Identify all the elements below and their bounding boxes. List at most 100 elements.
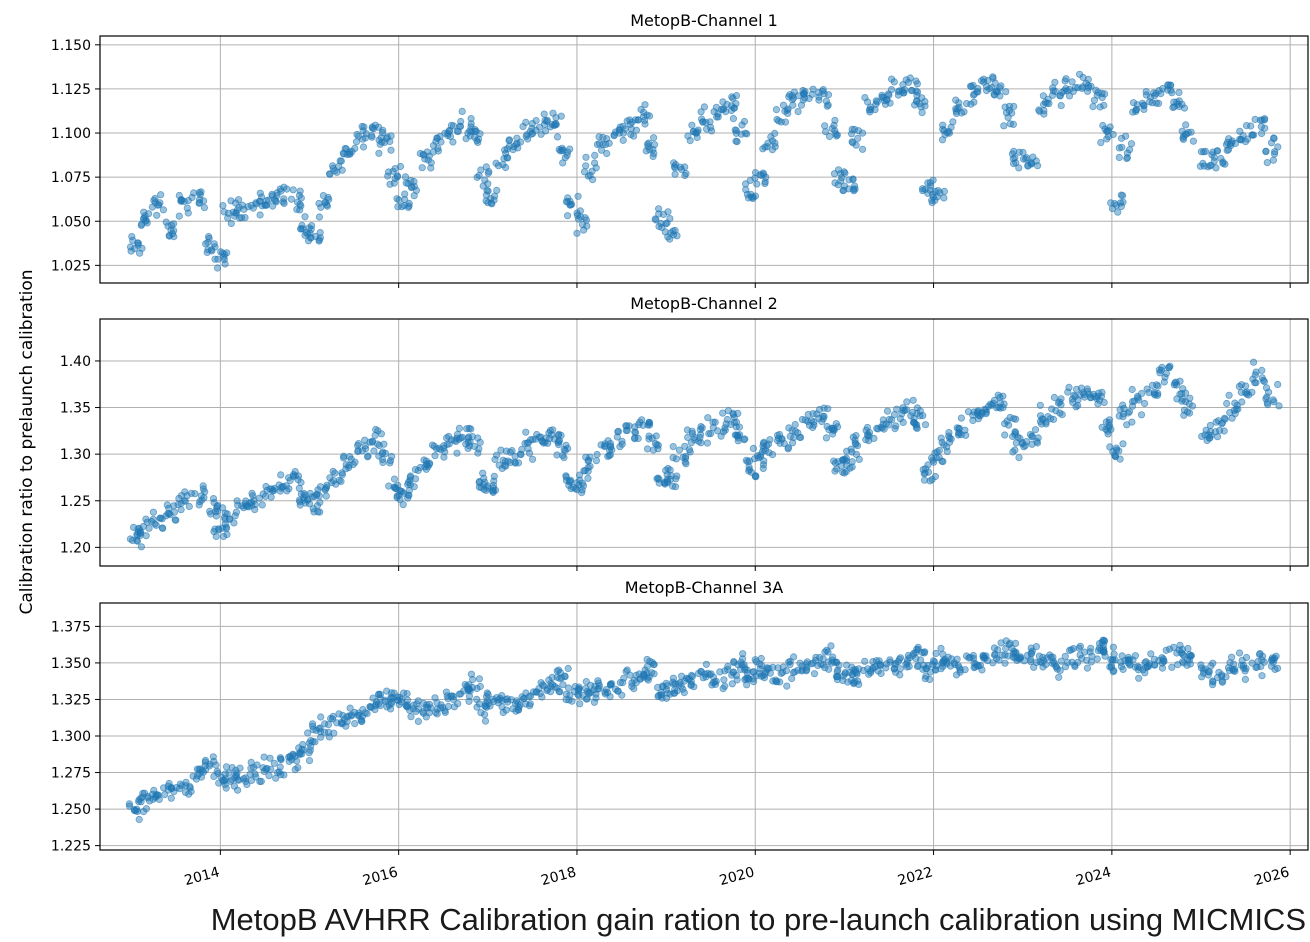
data-point [558, 146, 566, 155]
data-point [605, 139, 613, 147]
data-point [671, 226, 679, 235]
data-point [316, 508, 324, 516]
data-point [1270, 134, 1278, 142]
y-tick-label: 1.100 [51, 126, 91, 142]
data-point [1167, 81, 1175, 89]
data-point [490, 472, 498, 480]
y-tick-label: 1.350 [51, 656, 91, 672]
data-point [422, 713, 430, 721]
data-point [1049, 415, 1058, 423]
y-tick-label: 1.325 [51, 692, 91, 708]
data-point [597, 146, 606, 154]
data-point [505, 136, 513, 144]
data-point [200, 204, 208, 212]
data-point [586, 171, 594, 179]
data-point [1107, 199, 1115, 207]
data-point [1254, 657, 1262, 666]
data-point [374, 700, 383, 708]
data-point [729, 94, 737, 102]
data-point [643, 445, 652, 453]
data-point [566, 145, 574, 153]
data-point [329, 476, 338, 485]
data-point [1249, 131, 1257, 139]
data-point [1084, 87, 1092, 95]
data-point [671, 164, 679, 172]
data-point [467, 425, 475, 433]
data-point [822, 434, 831, 442]
data-point [487, 195, 495, 203]
data-point [457, 434, 465, 442]
data-point [649, 660, 658, 669]
data-point [1043, 654, 1051, 662]
data-point [1235, 649, 1244, 657]
data-point [615, 129, 624, 137]
data-point [219, 504, 227, 512]
data-point [610, 131, 618, 139]
data-point [728, 680, 736, 688]
data-point [999, 392, 1007, 400]
data-point [505, 142, 514, 150]
data-point [1033, 437, 1041, 445]
data-point [1021, 441, 1029, 450]
data-point [784, 445, 792, 453]
data-point [479, 469, 487, 477]
data-point [368, 133, 376, 141]
data-point [1231, 410, 1239, 418]
data-point [1161, 373, 1169, 381]
data-point [560, 453, 568, 462]
data-point [582, 162, 590, 170]
data-point [392, 484, 400, 492]
data-point [861, 94, 869, 102]
data-point [526, 692, 535, 700]
data-point [512, 707, 520, 715]
data-point [584, 467, 592, 475]
data-point [297, 225, 305, 233]
data-point [151, 199, 159, 207]
data-point [559, 159, 567, 167]
data-point [1251, 115, 1259, 124]
data-point [250, 496, 258, 505]
data-point [819, 86, 827, 94]
data-point [855, 680, 863, 689]
data-point [842, 467, 850, 476]
data-point [1196, 162, 1205, 170]
data-point [825, 132, 834, 141]
data-point [134, 239, 142, 247]
data-point [912, 423, 920, 432]
data-point [618, 691, 626, 699]
data-point [500, 155, 508, 163]
data-point [1240, 664, 1248, 672]
data-point [558, 144, 566, 152]
data-point [967, 83, 976, 91]
data-point [778, 668, 787, 677]
data-point [470, 442, 479, 451]
data-point [221, 770, 229, 778]
data-point [490, 192, 499, 200]
data-point [349, 460, 357, 469]
data-point [1010, 102, 1018, 111]
data-point [149, 508, 157, 516]
data-point [1075, 644, 1083, 652]
data-point [410, 483, 418, 491]
data-point [518, 445, 526, 453]
data-point [557, 112, 565, 120]
data-point [1158, 664, 1167, 672]
data-point [992, 654, 1001, 663]
data-point [1184, 128, 1192, 137]
data-point [273, 191, 281, 200]
data-point [347, 711, 356, 719]
data-point [871, 106, 879, 114]
data-point [322, 492, 330, 500]
data-point [514, 144, 522, 152]
data-point [1210, 157, 1218, 165]
data-point [723, 100, 731, 109]
data-point [1056, 92, 1065, 100]
data-point [280, 199, 288, 207]
data-point [955, 429, 963, 437]
data-point [574, 192, 582, 200]
data-point [1012, 415, 1020, 423]
data-point [232, 209, 240, 217]
data-point [201, 488, 209, 496]
data-point [421, 155, 429, 163]
data-point [653, 683, 662, 692]
